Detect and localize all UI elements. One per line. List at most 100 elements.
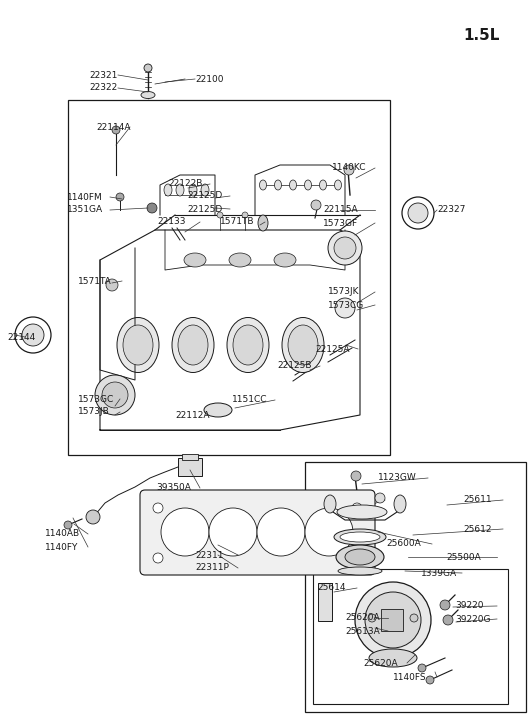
Ellipse shape: [345, 549, 375, 565]
Circle shape: [153, 553, 163, 563]
Text: 25600A: 25600A: [386, 539, 421, 548]
Ellipse shape: [338, 567, 382, 575]
Text: 22125D: 22125D: [187, 204, 222, 214]
Ellipse shape: [324, 495, 336, 513]
Text: 1151CC: 1151CC: [232, 395, 268, 404]
Text: 1351GA: 1351GA: [67, 206, 103, 214]
Text: 25611: 25611: [463, 496, 492, 505]
Ellipse shape: [123, 325, 153, 365]
Circle shape: [22, 324, 44, 346]
Text: 22133: 22133: [157, 217, 185, 227]
Ellipse shape: [233, 325, 263, 365]
Text: 1339GA: 1339GA: [421, 569, 457, 577]
Ellipse shape: [274, 253, 296, 267]
Text: 25613A: 25613A: [345, 627, 380, 635]
Ellipse shape: [164, 184, 172, 196]
Circle shape: [147, 203, 157, 213]
Ellipse shape: [394, 495, 406, 513]
Text: 1140FM: 1140FM: [67, 193, 103, 201]
Text: 1573JK: 1573JK: [328, 287, 359, 297]
Text: 22125A: 22125A: [315, 345, 349, 353]
Circle shape: [352, 553, 362, 563]
Bar: [313, 569, 508, 704]
Text: 1123GW: 1123GW: [378, 473, 417, 483]
Ellipse shape: [189, 184, 197, 196]
Circle shape: [335, 298, 355, 318]
Text: 22311P: 22311P: [195, 563, 229, 572]
Text: 25500A: 25500A: [446, 553, 481, 561]
Text: 1571TA: 1571TA: [78, 276, 112, 286]
Circle shape: [408, 203, 428, 223]
Text: 22311: 22311: [195, 550, 224, 560]
Circle shape: [15, 317, 51, 353]
Ellipse shape: [260, 180, 267, 190]
FancyBboxPatch shape: [140, 490, 375, 575]
Ellipse shape: [335, 180, 341, 190]
Text: 22322: 22322: [90, 84, 118, 92]
Ellipse shape: [176, 184, 184, 196]
Circle shape: [352, 503, 362, 513]
Text: 22125D: 22125D: [187, 191, 222, 201]
Text: 22115A: 22115A: [323, 206, 357, 214]
Circle shape: [217, 212, 223, 218]
Circle shape: [355, 582, 431, 658]
Text: 22321: 22321: [90, 71, 118, 79]
Circle shape: [443, 615, 453, 625]
Text: 25620A: 25620A: [363, 659, 398, 667]
Circle shape: [257, 508, 305, 556]
Circle shape: [144, 64, 152, 72]
Circle shape: [334, 237, 356, 259]
Ellipse shape: [304, 180, 312, 190]
Ellipse shape: [336, 545, 384, 569]
Text: 22125B: 22125B: [277, 361, 312, 371]
Ellipse shape: [201, 184, 209, 196]
Bar: [178, 458, 202, 476]
Text: 1140AB: 1140AB: [45, 529, 80, 539]
Ellipse shape: [258, 215, 268, 231]
Text: 1573GC: 1573GC: [78, 395, 114, 403]
Text: 22122B: 22122B: [168, 180, 202, 188]
Ellipse shape: [275, 180, 281, 190]
Circle shape: [311, 200, 321, 210]
Circle shape: [351, 471, 361, 481]
Ellipse shape: [229, 253, 251, 267]
Text: 25620A: 25620A: [345, 614, 380, 622]
Circle shape: [102, 382, 128, 408]
Ellipse shape: [340, 532, 380, 542]
Circle shape: [242, 212, 248, 218]
Circle shape: [365, 592, 421, 648]
Text: 39220G: 39220G: [455, 614, 491, 624]
Text: 22100: 22100: [195, 74, 224, 84]
Ellipse shape: [117, 318, 159, 372]
Ellipse shape: [184, 253, 206, 267]
Bar: [318, 583, 332, 621]
Text: 39220: 39220: [455, 601, 484, 611]
Circle shape: [116, 193, 124, 201]
Circle shape: [368, 614, 376, 622]
Text: 1571TB: 1571TB: [220, 217, 254, 227]
Circle shape: [328, 231, 362, 265]
Ellipse shape: [369, 649, 417, 667]
Ellipse shape: [141, 92, 155, 98]
Circle shape: [344, 165, 354, 175]
Text: 1573JB: 1573JB: [78, 408, 110, 417]
Ellipse shape: [282, 318, 324, 372]
Text: 22114A: 22114A: [96, 123, 131, 132]
Circle shape: [209, 508, 257, 556]
Text: 1140KC: 1140KC: [332, 164, 366, 172]
Text: 1573CG: 1573CG: [328, 300, 364, 310]
Ellipse shape: [288, 325, 318, 365]
Ellipse shape: [334, 529, 386, 545]
Ellipse shape: [178, 325, 208, 365]
Bar: [182, 454, 198, 460]
Text: 25612: 25612: [463, 524, 492, 534]
Circle shape: [64, 521, 72, 529]
Circle shape: [86, 510, 100, 524]
Ellipse shape: [337, 505, 387, 519]
Bar: [68, 100, 390, 455]
Ellipse shape: [172, 318, 214, 372]
Text: 39350A: 39350A: [156, 483, 191, 492]
Circle shape: [112, 126, 120, 134]
Ellipse shape: [227, 318, 269, 372]
Circle shape: [95, 375, 135, 415]
